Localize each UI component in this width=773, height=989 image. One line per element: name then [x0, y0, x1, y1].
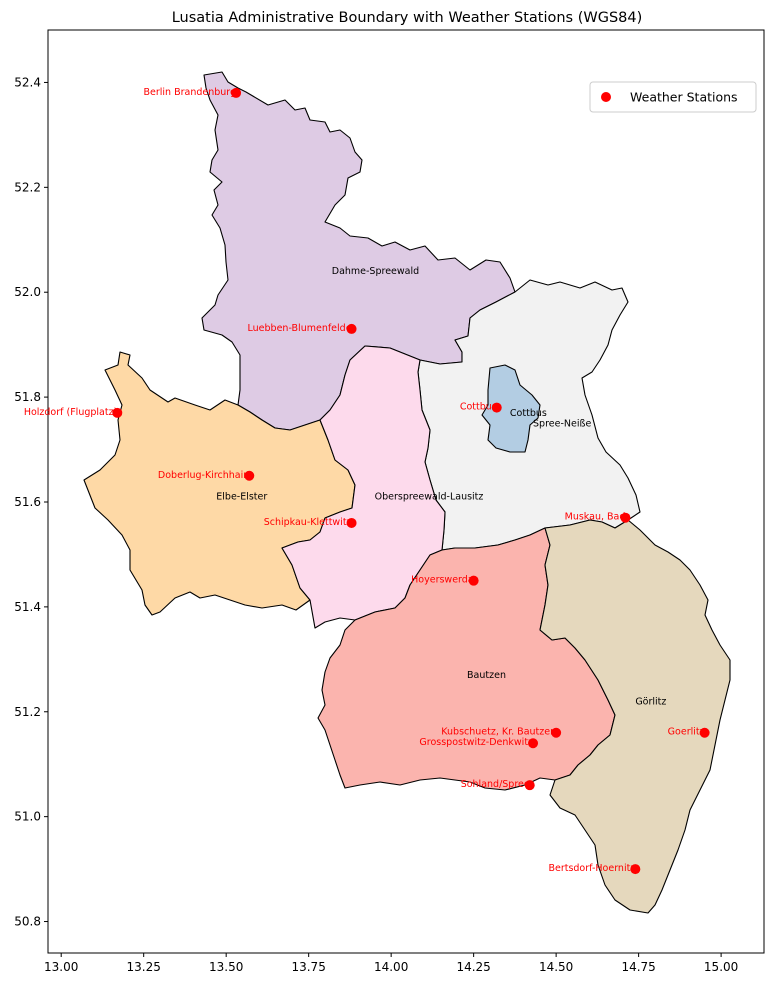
y-tick-label: 51.8 — [14, 390, 41, 404]
x-tick-label: 14.50 — [539, 960, 573, 974]
region-cottbus — [481, 364, 541, 453]
region-label-dahme: Dahme-Spreewald — [332, 266, 419, 277]
x-tick-label: 13.00 — [44, 960, 78, 974]
station-marker — [551, 727, 562, 738]
station-marker — [491, 402, 502, 413]
y-axis-ticks: 50.8 51.0 51.2 51.4 51.6 51.8 52.0 52.2 52.4 — [14, 75, 48, 929]
station-label: Cottbus — [460, 402, 497, 413]
station-label: Luebben-Blumenfelde — [248, 323, 352, 334]
axes-frame — [47, 29, 765, 954]
map-title: Lusatia Administrative Boundary with Wea… — [172, 10, 643, 26]
x-tick-label: 13.50 — [209, 960, 243, 974]
station-marker — [524, 780, 535, 791]
region-label-bautzen: Bautzen — [467, 670, 506, 681]
station-marker — [528, 738, 539, 749]
station-label: Kubschuetz, Kr. Bautzen — [441, 727, 556, 738]
legend-label: Weather Stations — [630, 90, 738, 105]
station-label: Hoyerswerda — [411, 575, 473, 586]
weather-stations: Berlin Brandenburg Luebben-Blumenfelde Hol… — [24, 87, 710, 875]
region-labels: Dahme-SpreewaldSpree-NeißeCottbusElbe-El… — [216, 266, 666, 707]
x-tick-label: 13.75 — [291, 960, 325, 974]
station-marker — [630, 864, 641, 875]
station-label: Schipkau-Klettwitz — [264, 517, 352, 528]
y-tick-label: 50.8 — [14, 915, 41, 929]
legend: Weather Stations — [589, 81, 757, 113]
x-tick-label: 14.25 — [456, 960, 490, 974]
x-axis-ticks: 13.00 13.25 13.50 13.75 14.00 14.25 14.50 14.75… — [44, 953, 738, 974]
station-marker — [346, 323, 357, 334]
region-label-cottbus: Cottbus — [510, 408, 547, 419]
legend-station-marker — [601, 92, 611, 102]
region-label-spree_neisse: Spree-Neiße — [533, 418, 591, 429]
station-marker — [468, 575, 479, 586]
station-marker — [231, 87, 242, 98]
station-marker — [244, 470, 255, 481]
station-label: Sohland/Spree — [461, 779, 530, 790]
y-tick-label: 52.4 — [14, 75, 41, 89]
station-label: Doberlug-Kirchhain — [158, 470, 249, 481]
y-tick-label: 51.4 — [14, 600, 41, 614]
y-tick-label: 51.6 — [14, 495, 41, 509]
region-label-oberspreewald: Oberspreewald-Lausitz — [375, 492, 484, 503]
x-tick-label: 14.75 — [621, 960, 655, 974]
station-label: Berlin Brandenburg — [143, 87, 236, 98]
station-label: Goerlitz — [668, 727, 705, 738]
station-marker — [620, 512, 631, 523]
y-tick-label: 51.0 — [14, 810, 41, 824]
station-label: Grosspostwitz-Denkwitz — [419, 737, 533, 748]
y-tick-label: 52.2 — [14, 180, 41, 194]
y-tick-label: 51.2 — [14, 705, 41, 719]
region-goerlitz — [539, 519, 731, 914]
station-label: Muskau, Bad — [565, 512, 626, 523]
station-label: Bertsdorf-Hoernitz — [548, 863, 635, 874]
y-tick-label: 52.0 — [14, 285, 41, 299]
station-label: Holzdorf (Flugplatz) — [24, 407, 117, 418]
x-tick-label: 15.00 — [704, 960, 738, 974]
region-polygons — [83, 71, 731, 914]
region-label-elbe_elster: Elbe-Elster — [216, 492, 267, 503]
legend-box — [589, 81, 757, 113]
x-tick-label: 13.25 — [127, 960, 161, 974]
x-tick-label: 14.00 — [374, 960, 408, 974]
station-marker — [699, 727, 710, 738]
station-marker — [346, 517, 357, 528]
region-label-goerlitz: Görlitz — [635, 696, 666, 707]
station-marker — [112, 407, 123, 418]
